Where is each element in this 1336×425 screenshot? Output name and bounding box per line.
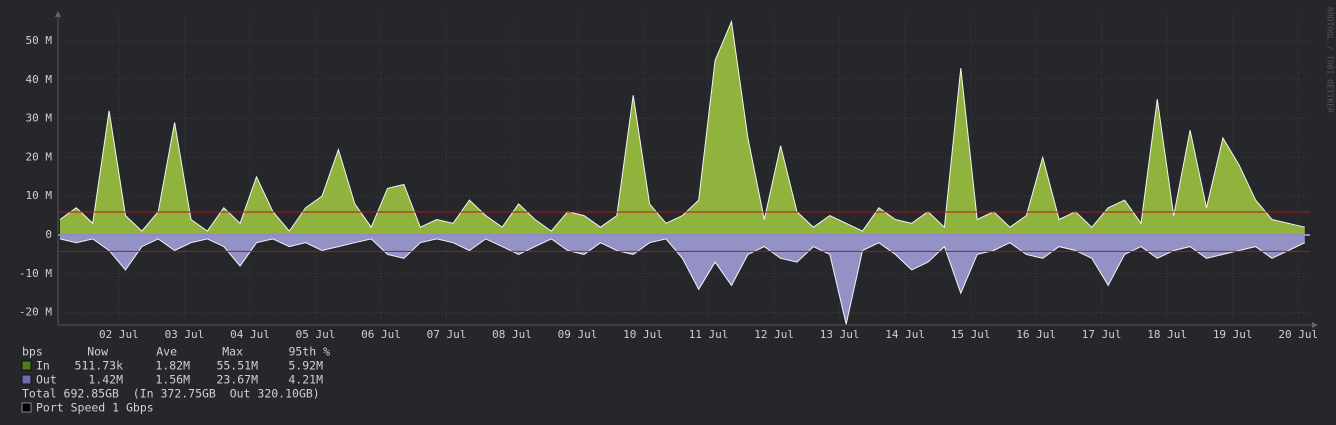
x-tick-label: 04 Jul xyxy=(230,328,270,341)
axis-arrow xyxy=(1312,322,1318,328)
area xyxy=(60,21,1305,235)
legend-header: Now xyxy=(87,345,108,359)
y-tick-label: -10 M xyxy=(19,267,52,280)
x-tick-label: 08 Jul xyxy=(492,328,532,341)
area-outline xyxy=(59,238,1306,325)
y-tick-label: -20 M xyxy=(19,306,52,319)
legend-port-speed: Port Speed 1 Gbps xyxy=(36,401,154,415)
x-tick-label: 13 Jul xyxy=(820,328,860,341)
legend-value: 4.21M xyxy=(288,373,323,387)
area-outline xyxy=(59,19,1305,232)
legend-header: bps xyxy=(22,345,43,359)
axis-arrow xyxy=(55,11,61,17)
legend-header: 95th % xyxy=(288,345,330,359)
legend-value: 5.92M xyxy=(288,359,323,373)
x-tick-label: 11 Jul xyxy=(689,328,729,341)
x-tick-label: 17 Jul xyxy=(1082,328,1122,341)
legend-value: 1.82M xyxy=(155,359,190,373)
legend-value: 1.42M xyxy=(88,373,123,387)
legend-header: Max xyxy=(222,345,243,359)
x-tick-label: 06 Jul xyxy=(361,328,401,341)
y-tick-label: 20 M xyxy=(26,150,53,163)
legend-value: 23.67M xyxy=(216,373,258,387)
legend-swatch xyxy=(21,360,32,371)
x-tick-label: 10 Jul xyxy=(623,328,663,341)
y-tick-label: 50 M xyxy=(26,34,53,47)
x-tick-label: 14 Jul xyxy=(885,328,925,341)
legend: bps Now Ave Max 95th % In 511.73k 1.82M … xyxy=(21,345,330,415)
x-tick-label: 12 Jul xyxy=(754,328,794,341)
legend-label: In xyxy=(36,359,50,373)
x-tick-label: 20 Jul xyxy=(1278,328,1318,341)
y-tick-label: 10 M xyxy=(26,189,53,202)
x-tick-label: 15 Jul xyxy=(951,328,991,341)
x-tick-label: 09 Jul xyxy=(558,328,598,341)
legend-swatch xyxy=(21,374,32,385)
legend-total: Total 692.85GB (In 372.75GB Out 320.10GB… xyxy=(22,387,320,401)
legend-swatch xyxy=(21,402,32,413)
y-tick-label: 40 M xyxy=(26,73,53,86)
y-tick-label: 30 M xyxy=(26,112,53,125)
x-tick-label: 02 Jul xyxy=(99,328,139,341)
legend-label: Out xyxy=(36,373,57,387)
area xyxy=(60,234,1305,325)
x-tick-label: 16 Jul xyxy=(1016,328,1056,341)
legend-value: 1.56M xyxy=(155,373,190,387)
legend-value: 511.73k xyxy=(75,359,124,373)
x-tick-label: 03 Jul xyxy=(165,328,205,341)
legend-header: Ave xyxy=(156,345,177,359)
x-tick-label: 07 Jul xyxy=(427,328,467,341)
x-tick-label: 19 Jul xyxy=(1213,328,1253,341)
x-tick-label: 18 Jul xyxy=(1147,328,1187,341)
x-tick-label: 05 Jul xyxy=(296,328,336,341)
legend-value: 55.51M xyxy=(216,359,258,373)
y-tick-label: 0 xyxy=(45,228,52,241)
watermark: RRDTOOL / TOBI OETIKER xyxy=(1326,7,1335,113)
